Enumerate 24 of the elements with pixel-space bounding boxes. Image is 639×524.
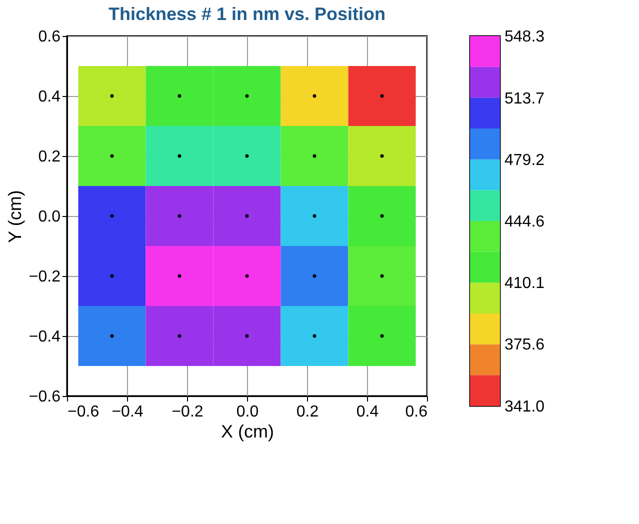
color-bar-label: 341.0 (504, 398, 545, 416)
chart-title: Thickness # 1 in nm vs. Position (108, 4, 386, 24)
color-bar-label: 444.6 (504, 214, 545, 231)
x-tick-label: 0.4 (356, 404, 379, 420)
y-axis-title: Y (cm) (4, 190, 25, 243)
y-tick-label: 0.4 (38, 88, 61, 106)
color-bar-label: 410.1 (504, 275, 545, 292)
color-bar-label: 479.2 (504, 152, 545, 169)
y-tick-label: −0.2 (28, 268, 61, 286)
x-tick-label: −0.4 (112, 404, 144, 420)
y-tick-label: −0.4 (28, 328, 61, 346)
y-tick-label: 0.2 (38, 148, 61, 166)
color-bar-label: 548.3 (504, 28, 545, 46)
y-tick-label: 0.0 (38, 208, 61, 226)
x-tick-label: 0.0 (236, 404, 259, 420)
color-bar-label: 375.6 (504, 336, 545, 354)
x-tick-label: −0.6 (68, 404, 100, 420)
y-tick-label: −0.6 (28, 388, 61, 406)
color-bar-label: 513.7 (504, 90, 545, 108)
x-tick-label: 0.2 (296, 404, 319, 420)
x-axis-title: X (cm) (221, 422, 274, 442)
x-tick-label: −0.2 (172, 404, 204, 420)
x-tick-label: 0.6 (405, 404, 428, 420)
y-tick-label: 0.6 (38, 28, 61, 46)
